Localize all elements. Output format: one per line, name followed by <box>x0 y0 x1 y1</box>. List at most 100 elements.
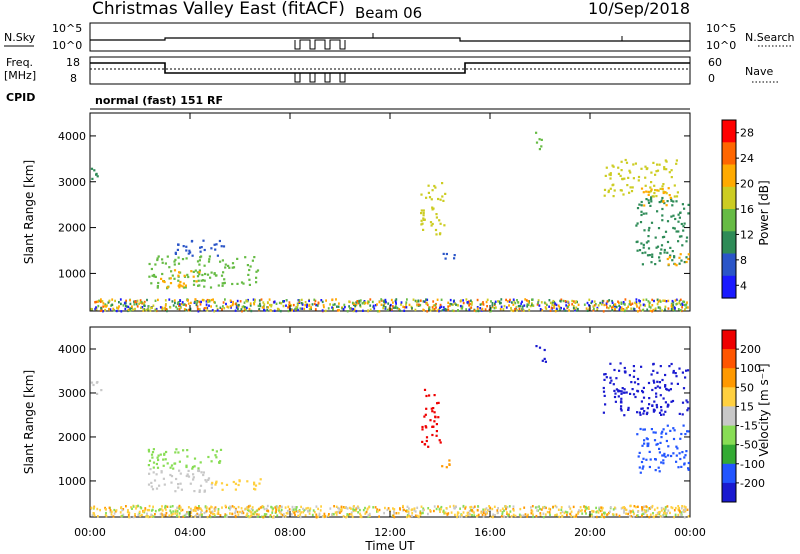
power-marks-cell <box>177 262 181 265</box>
velocity-marks-ground-cell <box>510 515 513 518</box>
velocity-marks-ground-cell <box>240 511 243 515</box>
velocity-marks-cell <box>215 456 218 459</box>
velocity-marks-cell <box>639 427 642 431</box>
power-marks-ground-cell <box>124 307 127 311</box>
velocity-marks-ground-cell <box>651 504 654 508</box>
power-marks-cell <box>641 251 644 255</box>
power-marks-cell <box>679 211 682 214</box>
velocity-marks-cell <box>150 481 153 484</box>
velocity-marks-ground-cell <box>109 510 112 514</box>
velocity-marks-ground-cell <box>422 509 425 512</box>
power-y-axis-label: Slant Range [km] <box>22 160 36 264</box>
power-marks-cell <box>166 255 169 258</box>
velocity-marks-cell <box>681 401 685 404</box>
velocity-marks-cell <box>640 460 644 464</box>
power-marks-cell <box>604 174 607 177</box>
power-marks-ground-cell <box>367 309 369 312</box>
power-marks-cell <box>91 177 94 180</box>
velocity-marks-cell <box>648 450 651 453</box>
power-marks-ground-cell <box>141 306 144 309</box>
velocity-marks-ground-cell <box>352 508 354 511</box>
velocity-marks-ground-cell <box>137 504 139 508</box>
power-marks-ground-cell <box>602 310 605 313</box>
power-marks-ground-cell <box>494 300 497 303</box>
velocity-marks-ground-cell <box>575 513 578 517</box>
velocity-marks-ground-cell <box>350 513 353 516</box>
power-marks-ground-cell <box>231 303 234 307</box>
power-marks-cell <box>431 206 434 209</box>
velocity-marks-cell <box>667 454 670 457</box>
power-marks-ground-cell <box>553 306 555 309</box>
velocity-marks-cell <box>205 480 208 483</box>
velocity-marks-cell <box>671 399 675 403</box>
power-marks-ground-cell <box>667 307 670 310</box>
power-bar-swatch <box>722 186 736 210</box>
velocity-marks-ground-cell <box>214 508 217 511</box>
power-marks-cell <box>420 219 423 222</box>
power-marks-cell <box>435 216 438 219</box>
power-marks-ground-cell <box>605 302 608 305</box>
power-marks-ground-cell <box>515 307 517 310</box>
power-marks-cell <box>652 195 655 198</box>
velocity-marks-ground-cell <box>477 513 480 517</box>
velocity-marks-ground-cell <box>265 513 268 516</box>
velocity-yticks-label: 2000 <box>58 431 86 444</box>
power-marks-cell <box>442 252 445 255</box>
power-marks-ground-cell <box>606 300 609 303</box>
power-marks-cell <box>198 259 201 262</box>
power-marks-cell <box>674 217 677 221</box>
velocity-marks-cell <box>204 479 207 482</box>
velocity-marks-cell <box>160 470 163 473</box>
velocity-yticks-label: 1000 <box>58 475 86 488</box>
power-marks-cell <box>438 219 441 222</box>
power-marks-ground-cell <box>560 298 563 301</box>
power-marks-ground-cell <box>124 301 127 305</box>
power-marks-cell <box>662 200 665 203</box>
power-marks-cell <box>663 166 666 169</box>
power-marks-ground-cell <box>374 304 377 307</box>
freq-left-label-2: [MHz] <box>4 69 36 82</box>
power-marks-ground-cell <box>133 300 135 303</box>
velocity-marks-cell <box>662 397 665 400</box>
velocity-marks-cell <box>648 465 651 469</box>
power-marks-cell <box>168 266 171 269</box>
velocity-marks-ground-cell <box>258 513 260 516</box>
power-marks-cell <box>629 171 632 174</box>
power-marks-ground-cell <box>95 306 97 309</box>
power-marks-ground-cell <box>376 303 378 306</box>
velocity-marks-ground-cell <box>393 510 395 513</box>
velocity-marks-ground-cell <box>152 515 155 518</box>
velocity-marks-ground-cell <box>275 510 277 513</box>
power-marks-ground-cell <box>557 304 560 307</box>
power-marks-cell <box>656 163 659 166</box>
velocity-marks-cell <box>682 387 686 390</box>
velocity-marks-ground-cell <box>684 508 686 511</box>
power-marks-ground-cell <box>568 309 570 312</box>
power-marks-ground-cell <box>269 303 271 307</box>
power-marks-cell <box>203 264 206 267</box>
velocity-marks-ground-cell <box>437 505 439 508</box>
power-marks-ground-cell <box>537 299 540 302</box>
power-marks-ground-cell <box>486 305 488 308</box>
power-marks-ground-cell <box>506 300 509 303</box>
velocity-marks-cell <box>147 450 151 453</box>
velocity-marks-cell <box>636 390 640 393</box>
power-marks-ground-cell <box>122 304 125 307</box>
power-marks-cell <box>222 271 225 274</box>
power-marks-cell <box>221 284 224 287</box>
velocity-marks-ground-cell <box>452 504 455 508</box>
velocity-marks-ground-cell <box>229 508 231 511</box>
power-marks-cell <box>655 246 658 249</box>
velocity-marks-ground-cell <box>674 506 677 510</box>
power-marks-cell <box>679 253 682 256</box>
power-marks-cell <box>628 191 631 194</box>
velocity-marks-ground-cell <box>135 507 137 510</box>
velocity-marks-ground-cell <box>557 508 560 511</box>
velocity-marks-ground-cell <box>245 514 248 517</box>
power-marks-cell <box>150 267 153 271</box>
power-marks-cell <box>682 225 685 228</box>
power-marks-ground-cell <box>175 305 177 309</box>
power-marks-cell <box>631 186 634 189</box>
velocity-marks-ground-cell <box>393 515 396 519</box>
power-marks-ground-cell <box>625 307 628 310</box>
